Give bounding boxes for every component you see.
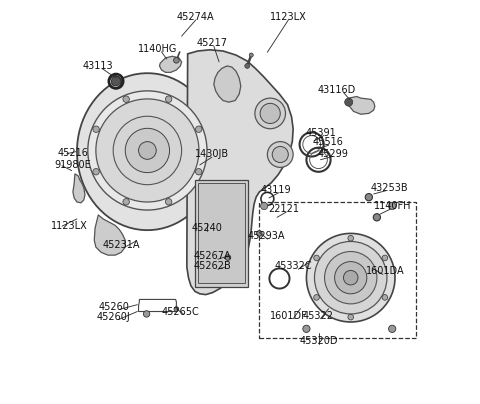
Text: 45267A: 45267A: [194, 251, 231, 261]
Circle shape: [166, 96, 172, 102]
Circle shape: [93, 168, 99, 175]
Polygon shape: [198, 183, 245, 283]
Polygon shape: [187, 50, 293, 295]
Polygon shape: [348, 97, 375, 114]
Circle shape: [144, 311, 150, 317]
Circle shape: [111, 78, 119, 86]
Polygon shape: [139, 299, 176, 311]
Text: 1601DF: 1601DF: [270, 311, 308, 320]
Circle shape: [195, 168, 202, 175]
Text: 45240: 45240: [192, 223, 222, 233]
Text: 45262B: 45262B: [194, 261, 231, 271]
Circle shape: [324, 252, 377, 304]
Text: 45217: 45217: [196, 38, 228, 48]
Polygon shape: [94, 215, 125, 255]
Text: 43253B: 43253B: [370, 183, 408, 193]
Text: 1123LX: 1123LX: [270, 12, 307, 22]
Circle shape: [88, 91, 207, 210]
Text: 45516: 45516: [312, 137, 343, 147]
Circle shape: [111, 77, 120, 86]
Circle shape: [166, 199, 172, 205]
Circle shape: [314, 242, 387, 314]
Circle shape: [109, 76, 121, 88]
Text: 45231A: 45231A: [102, 240, 140, 250]
Circle shape: [260, 103, 280, 124]
Circle shape: [123, 199, 129, 205]
Text: 43113: 43113: [83, 61, 114, 71]
Text: 45332C: 45332C: [275, 261, 312, 271]
Circle shape: [125, 128, 169, 173]
Circle shape: [373, 214, 381, 221]
Circle shape: [389, 325, 396, 332]
Circle shape: [267, 142, 293, 167]
Circle shape: [348, 236, 354, 241]
Circle shape: [245, 63, 250, 68]
Circle shape: [306, 234, 395, 322]
Circle shape: [195, 126, 202, 133]
Circle shape: [389, 202, 396, 210]
Text: 1140FH: 1140FH: [374, 201, 412, 211]
Polygon shape: [195, 180, 248, 286]
Text: 45265C: 45265C: [162, 307, 199, 316]
Circle shape: [272, 146, 288, 162]
Circle shape: [113, 116, 181, 185]
Text: 45391: 45391: [305, 128, 336, 138]
Circle shape: [382, 295, 388, 300]
Text: 45216: 45216: [58, 148, 89, 158]
Text: 1123LX: 1123LX: [51, 221, 87, 231]
Circle shape: [96, 99, 199, 202]
Bar: [259, 202, 416, 338]
Circle shape: [382, 255, 388, 261]
Polygon shape: [73, 174, 85, 203]
Circle shape: [261, 202, 268, 210]
Text: 1140HG: 1140HG: [138, 44, 177, 54]
Circle shape: [314, 295, 319, 300]
Text: 45320D: 45320D: [299, 336, 338, 346]
Circle shape: [123, 96, 129, 102]
Polygon shape: [77, 73, 218, 230]
Text: 1430JB: 1430JB: [195, 149, 229, 160]
Text: 45293A: 45293A: [247, 231, 285, 241]
Text: 45322: 45322: [303, 311, 334, 320]
Text: 45299: 45299: [317, 149, 348, 159]
Circle shape: [344, 270, 358, 285]
Circle shape: [174, 57, 179, 63]
Text: 22121: 22121: [268, 204, 299, 214]
Circle shape: [93, 126, 99, 133]
Text: 45260J: 45260J: [96, 312, 130, 322]
Circle shape: [303, 325, 310, 332]
Circle shape: [335, 261, 367, 294]
Circle shape: [348, 314, 354, 320]
Text: 43116D: 43116D: [317, 85, 356, 95]
Polygon shape: [214, 66, 241, 102]
Polygon shape: [159, 56, 181, 72]
Circle shape: [174, 307, 179, 311]
Circle shape: [255, 98, 286, 129]
Circle shape: [314, 255, 319, 261]
Circle shape: [249, 53, 253, 57]
Text: 45260: 45260: [99, 302, 130, 311]
Text: 45274A: 45274A: [177, 12, 215, 22]
Circle shape: [365, 194, 372, 201]
Text: 43119: 43119: [261, 185, 291, 195]
Circle shape: [256, 231, 262, 236]
Text: 91980E: 91980E: [54, 160, 91, 170]
Text: 1601DA: 1601DA: [366, 266, 405, 276]
Circle shape: [225, 255, 231, 261]
Circle shape: [139, 142, 156, 159]
Circle shape: [345, 98, 353, 106]
